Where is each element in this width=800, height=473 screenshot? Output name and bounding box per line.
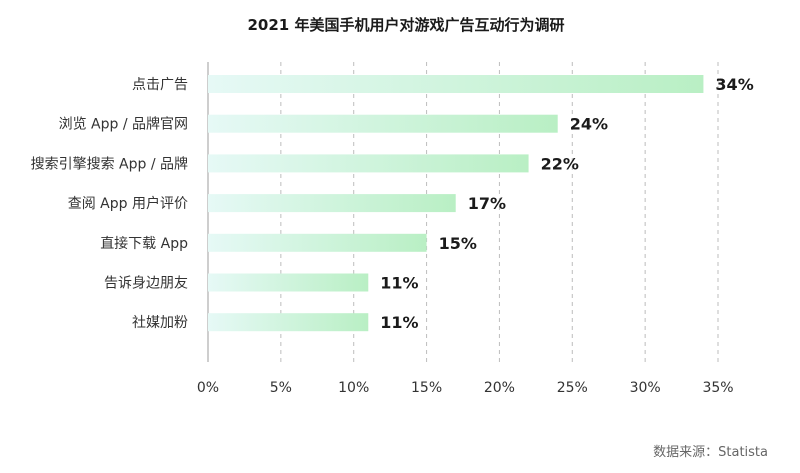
bars [208, 75, 704, 332]
x-tick-label: 35% [702, 380, 733, 396]
x-tick-labels: 0% 5% 10% 15% 20% 25% 30% 35% [197, 380, 734, 396]
category-label: 点击广告 [132, 77, 188, 93]
bar [208, 114, 558, 133]
value-label: 11% [380, 313, 418, 332]
category-label: 查阅 App 用户评价 [68, 195, 188, 212]
bar [208, 154, 529, 173]
category-label: 搜索引擎搜索 App / 品牌 [31, 155, 188, 172]
x-tick-label: 0% [197, 380, 219, 396]
x-tick-label: 25% [557, 380, 588, 396]
source-note: 数据来源：Statista [653, 445, 768, 460]
bar [208, 313, 369, 332]
value-label: 17% [468, 194, 506, 213]
value-label: 24% [570, 115, 608, 134]
bar [208, 233, 427, 252]
grid-lines [207, 62, 719, 362]
x-tick-label: 20% [484, 380, 515, 396]
x-tick-label: 15% [411, 380, 442, 396]
value-label: 34% [715, 75, 753, 94]
bar [208, 194, 456, 213]
x-tick-label: 10% [338, 380, 369, 396]
value-labels: 34% 24% 22% 17% 15% 11% 11% [380, 75, 753, 332]
value-label: 15% [439, 234, 477, 253]
x-tick-label: 30% [630, 380, 661, 396]
chart-title: 2021 年美国手机用户对游戏广告互动行为调研 [248, 16, 565, 34]
bar [208, 273, 369, 292]
category-label: 告诉身边朋友 [104, 276, 188, 292]
category-label: 直接下载 App [100, 235, 188, 252]
category-label: 社媒加粉 [132, 315, 188, 331]
value-label: 22% [541, 154, 579, 173]
category-label: 浏览 App / 品牌官网 [59, 116, 188, 133]
bar [208, 75, 704, 93]
x-tick-label: 5% [270, 380, 292, 396]
value-label: 11% [380, 274, 418, 293]
